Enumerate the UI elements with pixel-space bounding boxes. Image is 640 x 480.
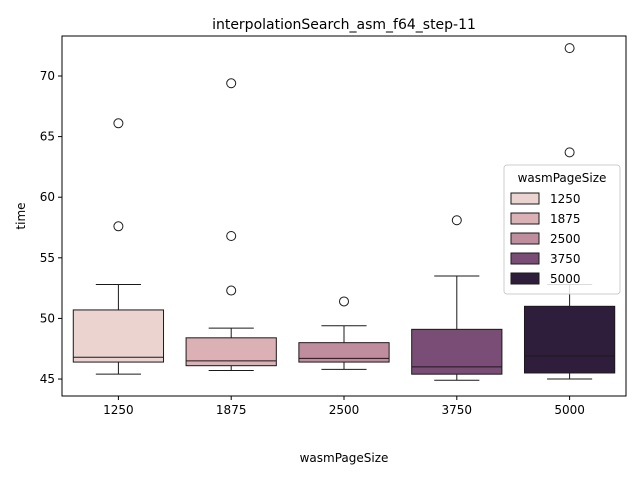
y-tick-label: 55 <box>40 251 55 265</box>
box-body <box>523 305 616 374</box>
x-tick-label: 3750 <box>442 403 473 417</box>
x-tick-label: 1250 <box>103 403 134 417</box>
boxes-layer <box>72 43 616 381</box>
outlier-point <box>226 285 237 296</box>
axes-layer: 45 50 55 60 65 70 1250 1875 2500 3750 5000 <box>40 35 627 417</box>
outlier-point <box>451 215 462 226</box>
legend-swatch-5000 <box>510 272 540 285</box>
x-tick-label: 2500 <box>329 403 360 417</box>
chart-title: interpolationSearch_asm_f64_step-11 <box>212 17 476 33</box>
outlier-point <box>113 221 124 232</box>
legend: wasmPageSize 1250 1875 2500 3750 5000 <box>503 164 621 295</box>
box-body <box>298 342 390 363</box>
y-tick-label: 70 <box>40 69 55 83</box>
outlier-point <box>226 78 237 89</box>
outlier-point <box>339 296 349 307</box>
outlier-point <box>564 43 575 54</box>
box-group-5000 <box>523 43 616 380</box>
legend-title: wasmPageSize <box>518 171 607 185</box>
y-tick-label: 65 <box>40 130 55 144</box>
x-axis-label: wasmPageSize <box>300 451 389 465</box>
outlier-point <box>564 147 575 158</box>
box-group-1250 <box>72 118 165 375</box>
box-body <box>411 328 503 375</box>
box-group-1875 <box>185 78 277 372</box>
box-body <box>185 337 277 367</box>
box-body <box>72 309 165 363</box>
legend-label-3750: 3750 <box>550 252 581 266</box>
x-tick-label: 5000 <box>554 403 585 417</box>
legend-swatch-1875 <box>510 212 540 225</box>
legend-swatch-2500 <box>510 232 540 245</box>
x-tick-label: 1875 <box>216 403 247 417</box>
legend-label-5000: 5000 <box>550 272 581 286</box>
box-group-2500 <box>298 296 390 370</box>
legend-label-1250: 1250 <box>550 192 581 206</box>
outlier-point <box>226 231 237 241</box>
outlier-point <box>113 118 124 129</box>
y-axis-label: time <box>14 202 28 229</box>
legend-swatch-3750 <box>510 252 540 265</box>
y-tick-label: 50 <box>40 311 55 325</box>
legend-swatch-1250 <box>510 192 540 205</box>
y-tick-label: 60 <box>40 190 55 204</box>
legend-label-2500: 2500 <box>550 232 581 246</box>
box-group-3750 <box>411 215 503 381</box>
legend-label-1875: 1875 <box>550 212 581 226</box>
y-tick-label: 45 <box>40 372 55 386</box>
